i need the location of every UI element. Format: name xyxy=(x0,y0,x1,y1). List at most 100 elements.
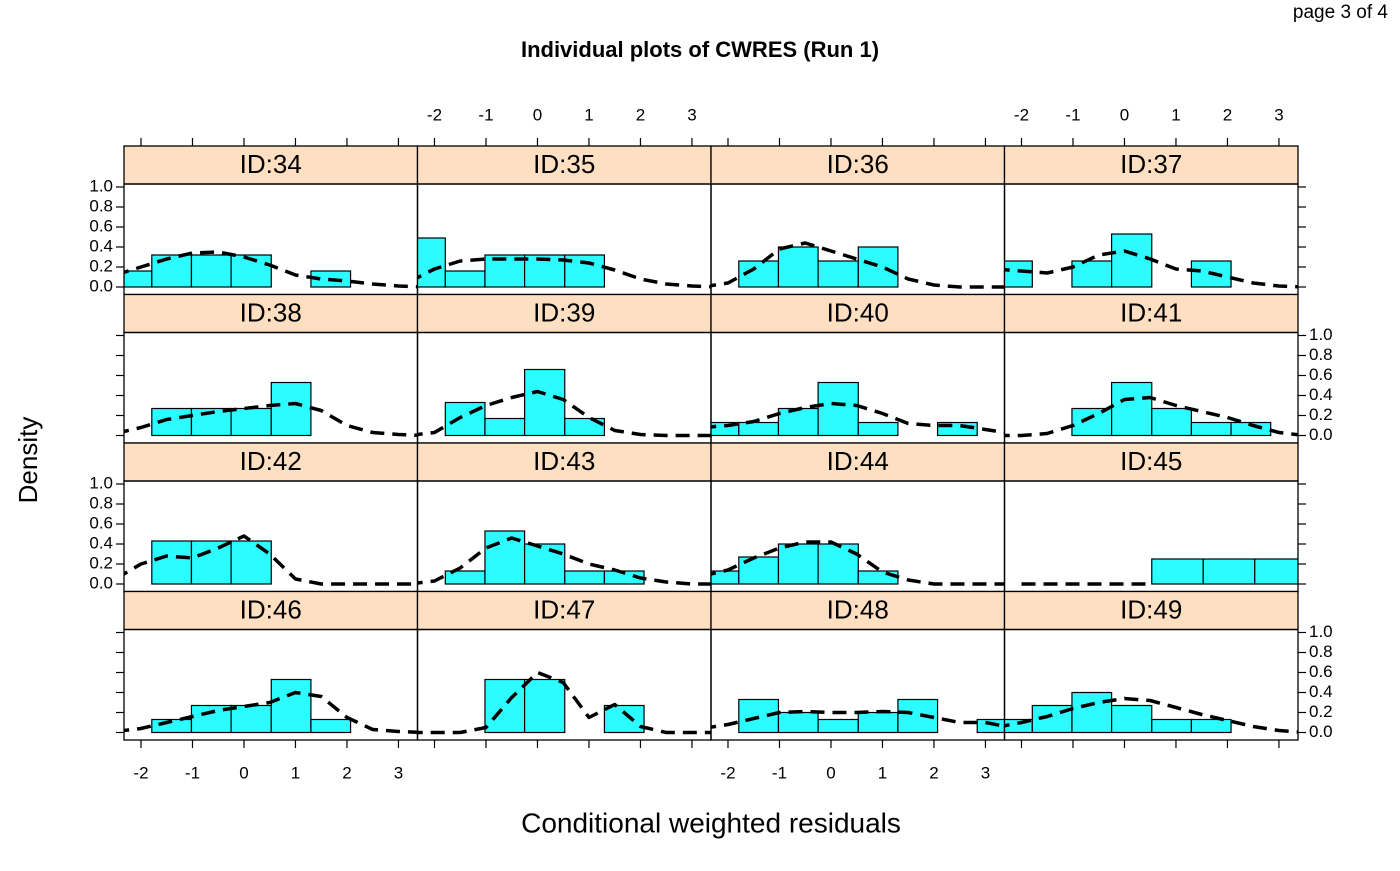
density-line xyxy=(711,241,1005,289)
bar xyxy=(1190,421,1232,437)
y-tick-label: 0.4 xyxy=(1309,385,1333,404)
y-tick-label: 0.4 xyxy=(1309,682,1333,701)
bar xyxy=(857,711,899,734)
x-tick-label: 3 xyxy=(1274,105,1283,124)
strip-label: ID:44 xyxy=(827,446,889,476)
y-tick-label: 0.2 xyxy=(1309,702,1333,721)
strip-label: ID:34 xyxy=(240,149,302,179)
density-line xyxy=(417,670,711,735)
y-tick-label: 1.0 xyxy=(89,176,113,195)
bar xyxy=(230,704,272,734)
density-line xyxy=(711,401,1005,435)
bar xyxy=(524,254,566,288)
panel xyxy=(417,237,711,289)
x-tick-label: 1 xyxy=(1171,105,1180,124)
density-line xyxy=(1004,696,1298,734)
y-tick-label: 0.4 xyxy=(89,236,113,255)
bar xyxy=(738,421,780,437)
bar xyxy=(1202,558,1256,585)
x-axis-label: Conditional weighted residuals xyxy=(521,807,901,838)
strip xyxy=(710,145,1006,185)
bar xyxy=(603,704,645,734)
density-line xyxy=(711,709,1005,729)
strip-label: ID:42 xyxy=(240,446,302,476)
panel xyxy=(711,698,1005,734)
strip-label: ID:35 xyxy=(533,149,595,179)
density-line xyxy=(417,536,711,586)
bar xyxy=(1190,260,1232,288)
y-tick-label: 1.0 xyxy=(89,473,113,492)
x-tick-label: -1 xyxy=(1065,105,1080,124)
y-tick-label: 0.2 xyxy=(89,553,113,572)
bar xyxy=(270,381,312,437)
strip-label: ID:45 xyxy=(1120,446,1182,476)
x-tick-label: -1 xyxy=(478,105,493,124)
y-tick-label: 1.0 xyxy=(1309,325,1333,344)
chart-title: Individual plots of CWRES (Run 1) xyxy=(521,37,879,62)
bar xyxy=(817,718,859,734)
bar xyxy=(817,381,859,437)
bar xyxy=(230,407,272,437)
density-line xyxy=(124,250,418,289)
strip xyxy=(416,442,712,482)
bar xyxy=(564,417,606,437)
strip xyxy=(416,293,712,334)
y-tick-label: 0.6 xyxy=(89,513,113,532)
strip-label: ID:46 xyxy=(240,594,302,624)
strip-label: ID:49 xyxy=(1120,594,1182,624)
bar xyxy=(1071,260,1113,288)
strip xyxy=(416,590,712,631)
bar xyxy=(270,678,312,734)
panel xyxy=(1021,558,1298,586)
bar xyxy=(444,270,486,288)
x-tick-label: 0 xyxy=(1120,105,1129,124)
bar xyxy=(777,246,819,288)
x-tick-label: 2 xyxy=(636,105,645,124)
bar xyxy=(564,570,606,585)
bar xyxy=(151,540,193,585)
x-tick-label: 0 xyxy=(533,105,542,124)
bar xyxy=(817,260,859,288)
x-tick-label: 3 xyxy=(981,763,990,782)
bar xyxy=(190,540,232,585)
strip-label: ID:37 xyxy=(1120,149,1182,179)
density-line xyxy=(1004,395,1298,438)
strip-label: ID:47 xyxy=(533,594,595,624)
y-tick-label: 0.6 xyxy=(1309,662,1333,681)
x-tick-label: 0 xyxy=(826,763,835,782)
density-line xyxy=(1004,249,1298,289)
x-tick-label: 2 xyxy=(342,763,351,782)
density-line xyxy=(124,534,418,586)
bar xyxy=(190,254,232,288)
bar xyxy=(711,570,740,585)
bar xyxy=(484,417,526,437)
bar xyxy=(1190,718,1232,734)
panel xyxy=(124,534,418,586)
density-line xyxy=(417,257,711,289)
bar xyxy=(1151,558,1204,585)
strip-label: ID:39 xyxy=(533,297,595,327)
strip-label: ID:36 xyxy=(827,149,889,179)
y-axis-label: Density xyxy=(13,417,43,504)
y-tick-label: 0.0 xyxy=(1309,722,1333,741)
density-line xyxy=(124,401,418,437)
y-tick-label: 0.2 xyxy=(89,256,113,275)
bar xyxy=(230,540,272,585)
panel-frame xyxy=(1003,628,1299,741)
strip xyxy=(123,590,419,631)
strip-label: ID:41 xyxy=(1120,297,1182,327)
panel xyxy=(711,540,1005,586)
bar xyxy=(484,678,526,734)
bar xyxy=(1254,558,1298,585)
panel xyxy=(1004,381,1298,438)
density-line xyxy=(124,690,418,734)
panel xyxy=(124,250,418,289)
bar xyxy=(484,530,526,585)
bar xyxy=(857,570,899,585)
density-line xyxy=(417,389,711,438)
x-tick-label: 1 xyxy=(584,105,593,124)
y-tick-label: 0.8 xyxy=(89,196,113,215)
strip-label: ID:38 xyxy=(240,297,302,327)
bar xyxy=(151,254,193,288)
